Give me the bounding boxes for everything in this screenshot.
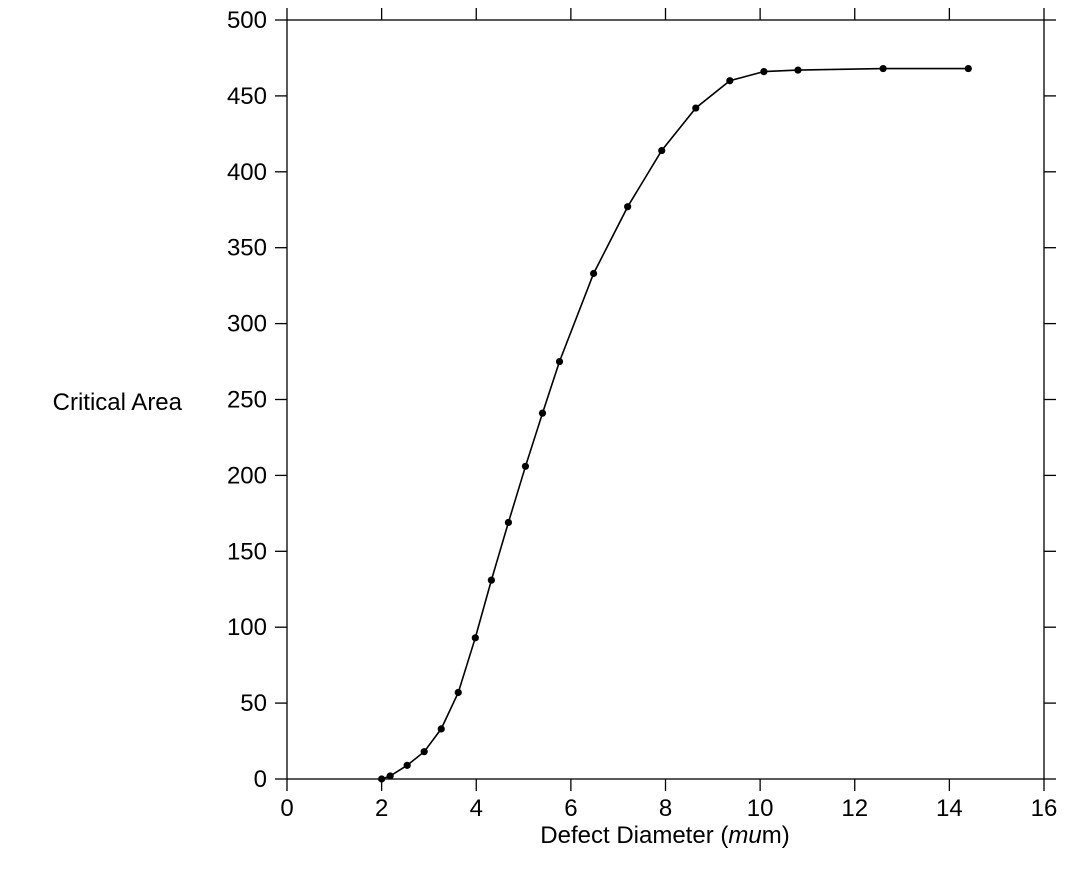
data-point: [386, 772, 394, 780]
x-axis-label-prefix: Defect Diameter (: [540, 822, 728, 849]
x-tick-label: 14: [936, 795, 963, 822]
data-point: [692, 104, 700, 112]
y-tick-label: 400: [227, 159, 267, 186]
data-point: [521, 462, 530, 470]
x-axis-label-suffix: m): [762, 822, 790, 849]
y-tick-label: 500: [227, 7, 267, 34]
y-tick-label: 100: [227, 614, 267, 641]
x-axis-label-unit-symbol: mu: [728, 822, 761, 849]
x-tick-label: 8: [659, 795, 672, 822]
x-axis-label: Defect Diameter (mum): [540, 822, 789, 849]
data-point: [454, 688, 462, 697]
series-line: [381, 67, 969, 780]
y-tick-label: 200: [227, 462, 267, 489]
plot-frame: [286, 19, 1045, 780]
y-tick-label: 150: [227, 538, 267, 565]
data-point: [624, 203, 632, 211]
data-point: [471, 634, 479, 642]
data-point: [378, 775, 386, 783]
data-point: [437, 725, 445, 733]
data-point: [879, 64, 887, 73]
data-point: [420, 748, 428, 756]
y-tick-label: 250: [227, 387, 267, 414]
data-point: [726, 77, 734, 85]
data-point: [555, 357, 564, 366]
y-tick-label: 450: [227, 83, 267, 110]
y-tick-label: 300: [227, 311, 267, 338]
y-tick-label: 0: [254, 766, 267, 793]
plot-border: [286, 19, 1045, 780]
y-axis-ticks: 0 50 100 150 200 250 300 350 400 450 500: [227, 7, 1056, 793]
data-point: [403, 761, 411, 769]
x-tick-label: 6: [564, 795, 577, 822]
y-axis-label: Critical Area: [53, 389, 183, 416]
x-tick-label: 12: [841, 795, 868, 822]
data-point: [504, 518, 513, 527]
x-tick-label: 0: [280, 795, 293, 822]
series-group: [378, 64, 972, 783]
x-tick-label: 10: [747, 795, 774, 822]
data-point: [487, 576, 495, 584]
data-point: [589, 269, 598, 278]
x-tick-label: 16: [1031, 795, 1058, 822]
data-point: [760, 68, 768, 76]
data-point: [964, 64, 972, 73]
x-tick-label: 2: [375, 795, 388, 822]
x-tick-label: 4: [470, 795, 483, 822]
x-axis-ticks: 0 2 4 6 8 10 12 14 16: [280, 8, 1057, 822]
y-tick-label: 50: [240, 690, 267, 717]
data-point: [794, 66, 802, 74]
y-tick-label: 350: [227, 235, 267, 262]
data-point: [658, 146, 666, 155]
data-point: [538, 409, 547, 417]
